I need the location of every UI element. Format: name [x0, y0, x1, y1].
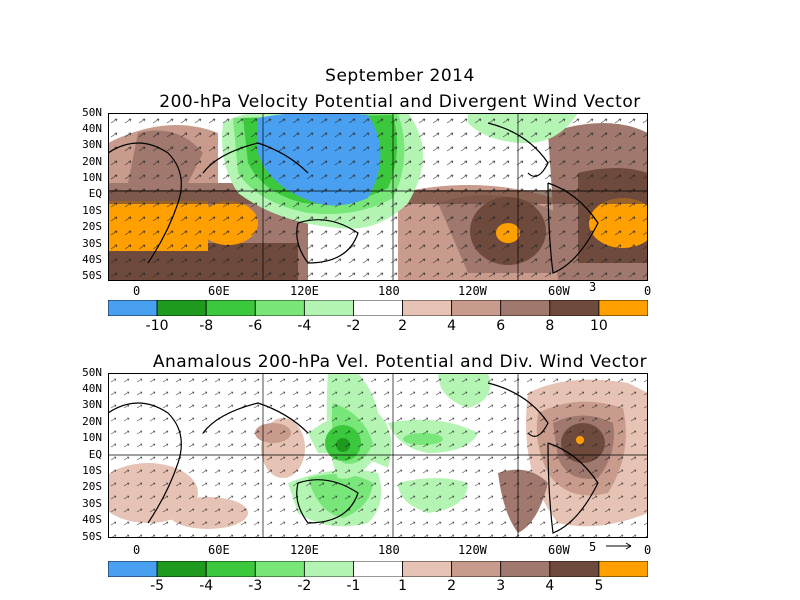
colorbar-label: -5: [150, 578, 165, 594]
colorbar-swatch: [156, 561, 207, 577]
lat-label: 30N: [82, 398, 102, 411]
panel1-shading: [108, 113, 648, 281]
lat-label: EQ: [88, 187, 102, 200]
colorbar-label: -10: [145, 318, 169, 334]
lat-label: 40N: [82, 382, 102, 395]
colorbar-swatch: [451, 561, 502, 577]
lat-label: 10S: [82, 204, 102, 217]
lon-label: 120W: [458, 543, 487, 557]
lon-label: 120W: [458, 284, 487, 298]
lat-label: 20N: [82, 155, 102, 168]
panel1-grid: [108, 113, 648, 281]
colorbar-swatch: [402, 300, 453, 316]
colorbar-label: -1: [346, 578, 361, 594]
colorbar-label: -8: [199, 318, 214, 334]
colorbar-swatch: [353, 300, 403, 316]
panel2-colorbar: [108, 561, 648, 577]
colorbar-label: -2: [346, 318, 361, 334]
panel1-title: 200-hPa Velocity Potential and Divergent…: [159, 92, 641, 112]
lat-label: 40S: [82, 253, 102, 266]
lat-label: 50N: [82, 366, 102, 379]
colorbar-swatch: [353, 561, 403, 577]
colorbar-label: 4: [545, 578, 555, 594]
colorbar-label: 10: [589, 318, 608, 334]
colorbar-label: 4: [447, 318, 457, 334]
lat-label: 20S: [82, 220, 102, 233]
colorbar-label: -4: [297, 318, 312, 334]
lat-label: 30S: [82, 237, 102, 250]
colorbar-swatch: [549, 300, 600, 316]
colorbar-label: 5: [594, 578, 604, 594]
colorbar-label: 1: [398, 578, 407, 594]
lon-label: 0: [644, 543, 652, 557]
lat-label: 50N: [82, 106, 102, 119]
colorbar-label: -4: [199, 578, 214, 594]
lat-label: 50S: [82, 269, 102, 282]
vector-reference-label: 3: [589, 280, 597, 294]
lat-label: 20S: [82, 480, 102, 493]
colorbar-label: -6: [248, 318, 263, 334]
lat-label: 10N: [82, 431, 102, 444]
colorbar-swatch: [205, 300, 256, 316]
colorbar-label: -3: [248, 578, 263, 594]
lat-label: 10N: [82, 171, 102, 184]
panel1-colorbar: [108, 300, 648, 316]
lon-label: 60W: [548, 543, 570, 557]
panel2-title: Anamalous 200-hPa Vel. Potential and Div…: [152, 352, 648, 372]
colorbar-swatch: [402, 561, 453, 577]
lon-label: 120E: [290, 284, 319, 298]
colorbar-label: -2: [297, 578, 312, 594]
lon-label: 120E: [290, 543, 319, 557]
colorbar-swatch: [549, 561, 600, 577]
colorbar-swatch: [303, 561, 354, 577]
lat-label: 10S: [82, 464, 102, 477]
colorbar-swatch: [108, 300, 158, 316]
vector-reference-label: 5: [589, 540, 597, 554]
colorbar-swatch: [598, 300, 648, 316]
lat-label: 30N: [82, 138, 102, 151]
lat-label: 30S: [82, 497, 102, 510]
colorbar-swatch: [254, 300, 305, 316]
lon-label: 0: [133, 284, 141, 298]
colorbar-label: 3: [496, 578, 506, 594]
colorbar-swatch: [303, 300, 354, 316]
colorbar-swatch: [156, 300, 207, 316]
lat-label: 50S: [82, 530, 102, 543]
figure-title: September 2014: [325, 66, 475, 86]
colorbar-swatch: [451, 300, 502, 316]
colorbar-label: 8: [545, 318, 555, 334]
colorbar-swatch: [205, 561, 256, 577]
lon-label: 0: [133, 543, 141, 557]
vector-reference-arrow: [606, 542, 632, 550]
lon-label: 180: [378, 284, 400, 298]
colorbar-label: 2: [398, 318, 407, 334]
colorbar-swatch: [254, 561, 305, 577]
lon-label: 180: [378, 543, 400, 557]
colorbar-swatch: [108, 561, 158, 577]
colorbar-swatch: [598, 561, 648, 577]
lon-label: 60E: [208, 543, 230, 557]
colorbar-label: 2: [447, 578, 457, 594]
panel2-grid: [108, 373, 648, 538]
panel2-map: [108, 373, 648, 538]
colorbar-swatch: [500, 561, 551, 577]
lat-label: 40S: [82, 513, 102, 526]
panel1-map: [108, 113, 648, 281]
lon-label: 0: [644, 284, 652, 298]
lat-label: EQ: [88, 448, 102, 461]
colorbar-swatch: [500, 300, 551, 316]
lon-label: 60W: [548, 284, 570, 298]
lat-label: 20N: [82, 415, 102, 428]
lon-label: 60E: [208, 284, 230, 298]
lat-label: 40N: [82, 122, 102, 135]
colorbar-label: 6: [496, 318, 506, 334]
panel2-shading: [108, 373, 648, 538]
